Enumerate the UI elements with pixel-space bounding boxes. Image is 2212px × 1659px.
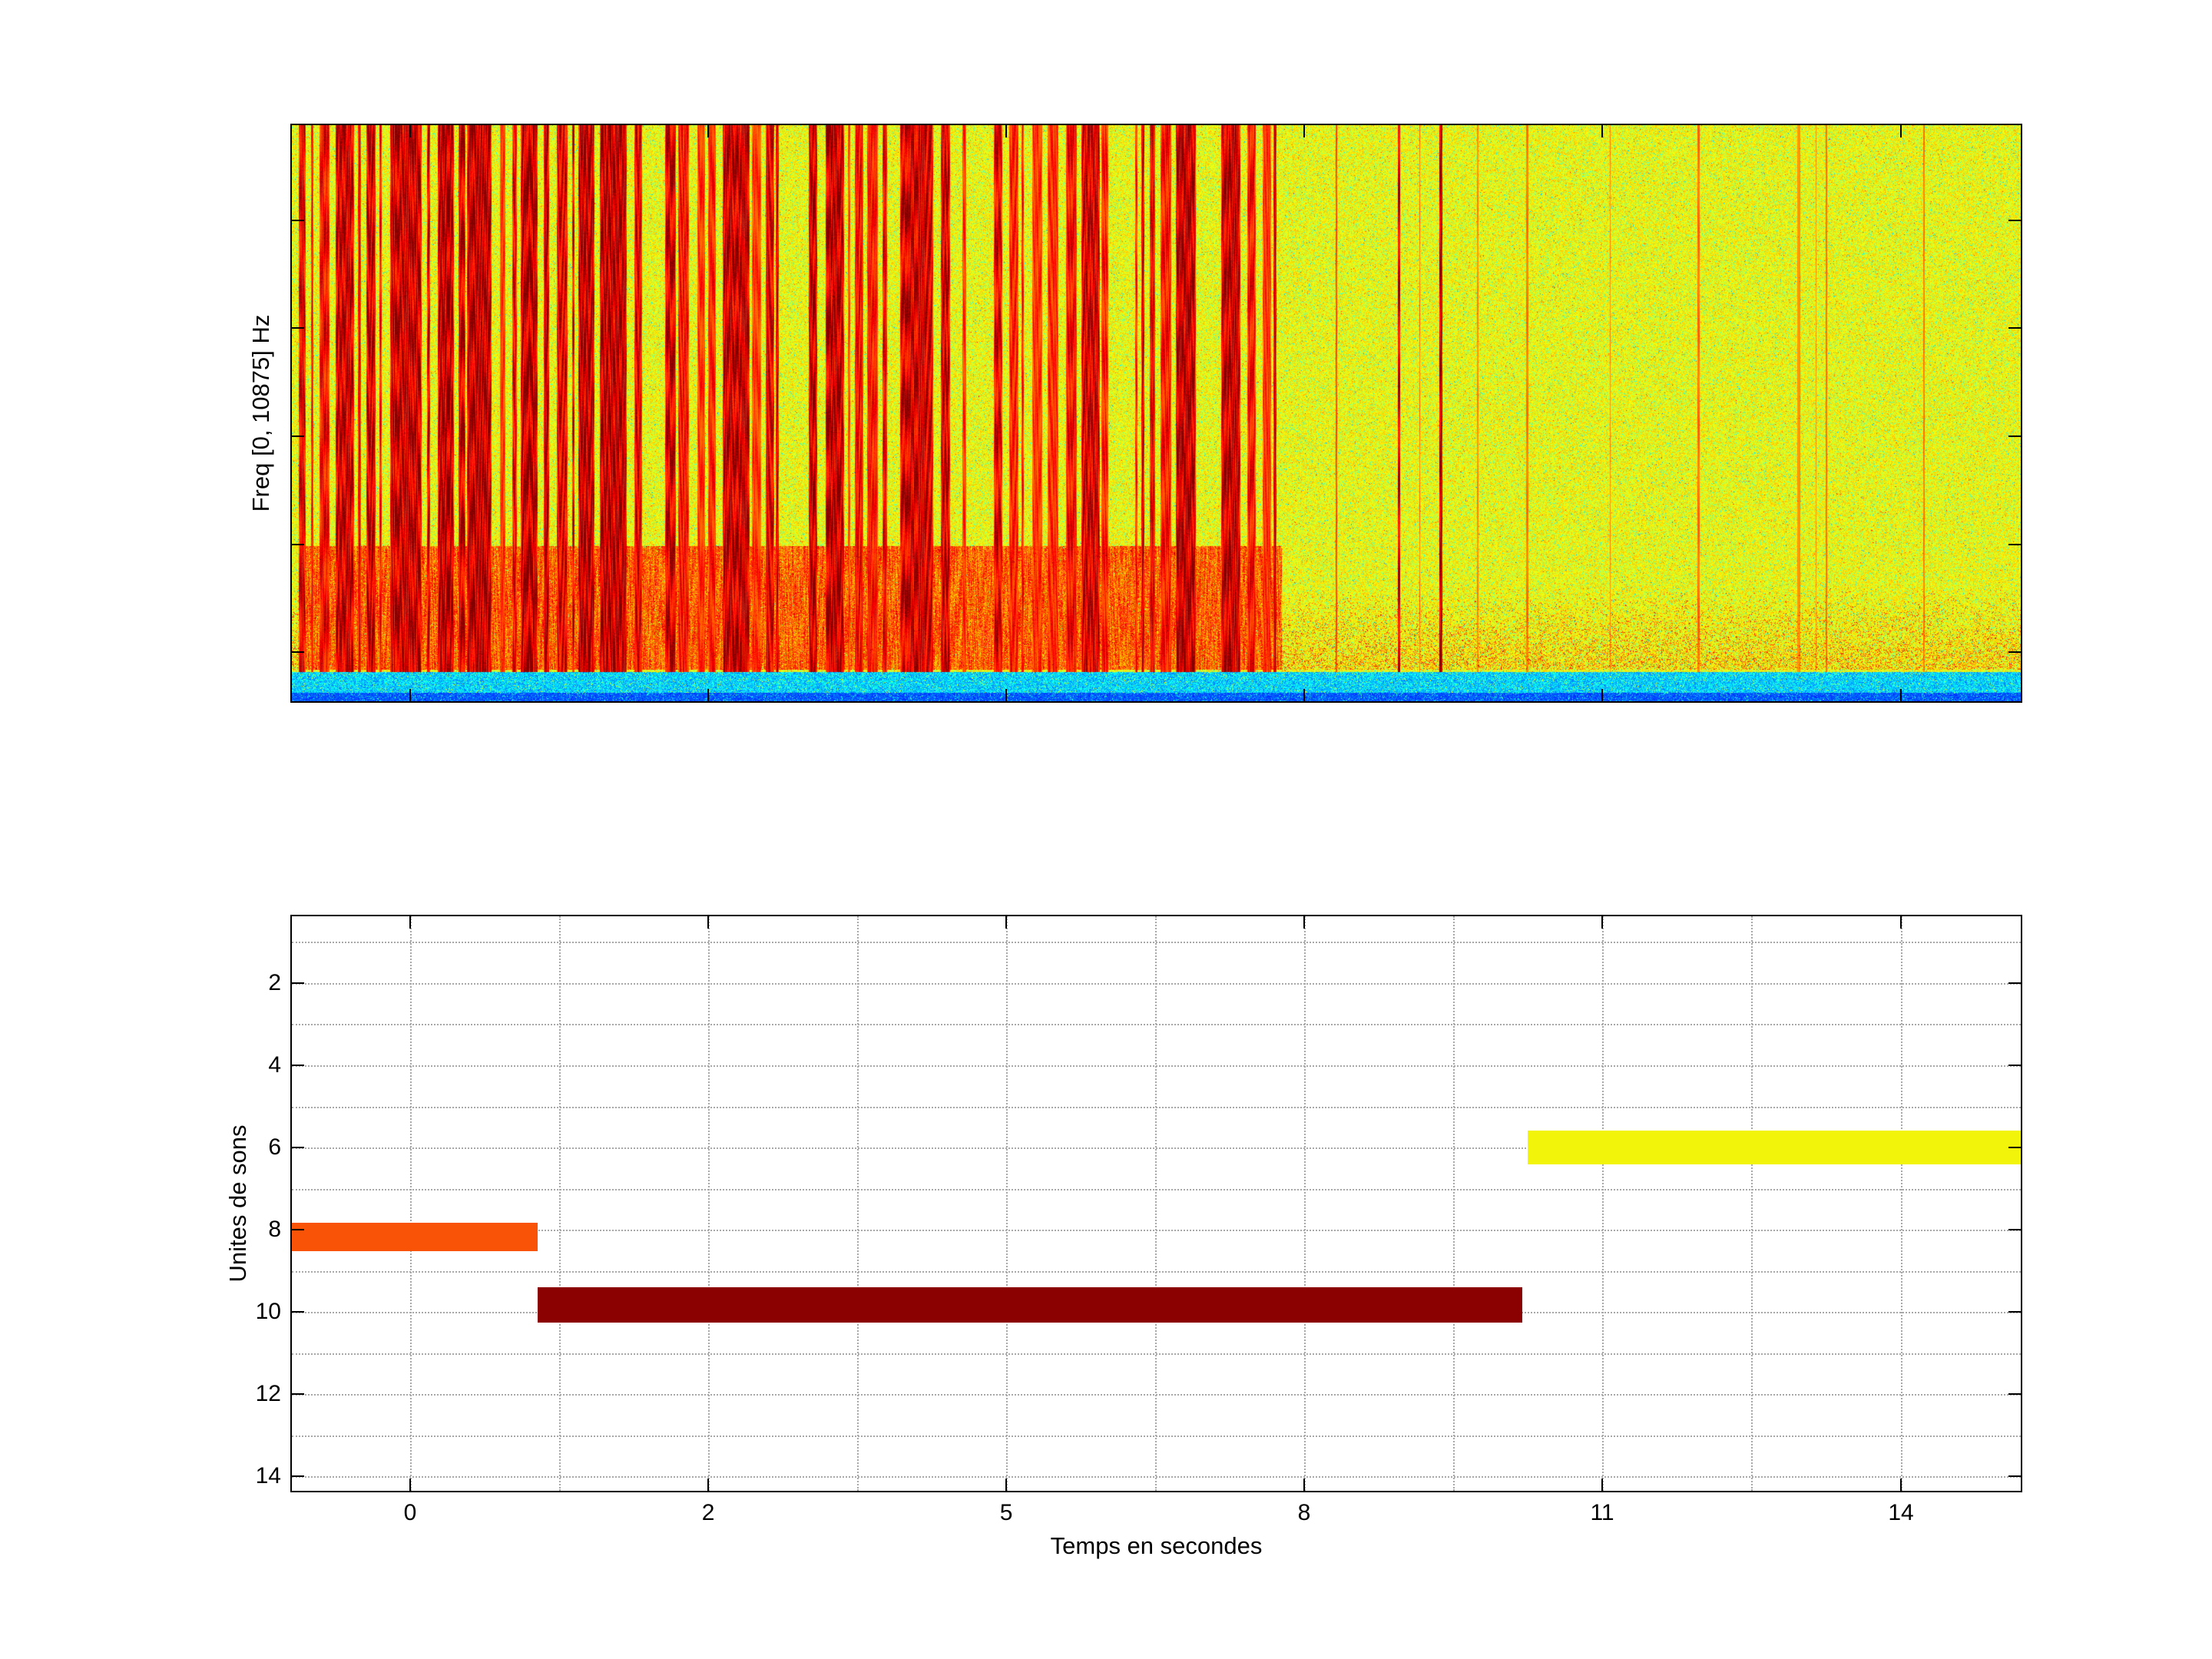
spectrogram-y-tick-mark: [2008, 219, 2021, 221]
grid-line-vertical: [559, 916, 561, 1491]
grid-line-horizontal: [292, 1188, 2021, 1190]
grid-line-horizontal: [292, 942, 2021, 944]
x-tick-label: 11: [1590, 1500, 1614, 1525]
x-tick-mark: [1303, 916, 1305, 929]
y-tick-mark: [292, 1146, 304, 1148]
grid-line-horizontal: [292, 1353, 2021, 1355]
spectrogram-y-tick-mark: [2008, 651, 2021, 654]
grid-line-vertical: [857, 916, 859, 1491]
spectrogram-x-tick-mark: [1005, 125, 1008, 137]
segment-unit-10: [538, 1286, 1523, 1323]
spectrogram-y-tick-mark: [2008, 327, 2021, 329]
x-tick-mark: [1303, 1479, 1305, 1491]
segments-plot: 0 2 5 8 11 14 2 4 6 8 10 12 14: [256, 915, 2022, 1525]
grid-line-vertical: [1303, 916, 1306, 1491]
y-tick-label: 8: [268, 1217, 281, 1243]
y-tick-label: 4: [268, 1052, 281, 1078]
y-tick-label: 10: [255, 1298, 281, 1324]
y-tick-mark: [2008, 1229, 2021, 1231]
y-tick-mark: [292, 1393, 304, 1396]
y-tick-mark: [2008, 1065, 2021, 1067]
grid-line-vertical: [1006, 916, 1008, 1491]
y-tick-label: 14: [255, 1463, 281, 1488]
spectrogram-y-tick-mark: [292, 651, 304, 654]
spectrogram-plot: [290, 124, 2022, 703]
spectrogram-canvas: [292, 125, 2021, 701]
y-tick-mark: [292, 1310, 304, 1313]
grid-line-horizontal: [292, 1106, 2021, 1108]
spectrogram-y-tick-mark: [2008, 543, 2021, 545]
spectrogram-x-tick-mark: [1303, 125, 1305, 137]
y-tick-mark: [2008, 1310, 2021, 1313]
spectrogram-x-tick-mark: [1900, 689, 1902, 701]
grid-line-horizontal: [292, 1270, 2021, 1273]
spectrogram-x-tick-mark: [707, 689, 710, 701]
x-tick-mark: [1601, 1479, 1604, 1491]
y-tick-label: 2: [268, 969, 281, 995]
grid-line-vertical: [1452, 916, 1455, 1491]
y-tick-mark: [2008, 1393, 2021, 1396]
spectrogram-x-tick-mark: [1303, 689, 1305, 701]
spectrogram-y-tick-mark: [2008, 435, 2021, 437]
spectrogram-y-axis-label: Freq [0, 10875] Hz: [247, 314, 274, 512]
x-tick-label: 8: [1297, 1500, 1311, 1525]
x-tick-mark: [707, 916, 710, 929]
y-tick-label: 12: [255, 1381, 281, 1407]
spectrogram-y-tick-mark: [292, 219, 304, 221]
y-tick-mark: [292, 982, 304, 984]
y-tick-mark: [292, 1065, 304, 1067]
x-tick-mark: [409, 1479, 411, 1491]
x-tick-mark: [1005, 1479, 1008, 1491]
grid-line-vertical: [409, 916, 412, 1491]
spectrogram-x-tick-mark: [1601, 125, 1604, 137]
segments-x-axis-label: Temps en secondes: [1050, 1532, 1263, 1559]
grid-line-vertical: [1155, 916, 1157, 1491]
segment-unit-8: [292, 1222, 538, 1251]
grid-line-horizontal: [292, 1065, 2021, 1068]
spectrogram-y-tick-mark: [292, 327, 304, 329]
x-tick-mark: [707, 1479, 710, 1491]
spectrogram-x-tick-mark: [1005, 689, 1008, 701]
spectrogram-x-tick-mark: [707, 125, 710, 137]
x-tick-label: 0: [403, 1500, 417, 1525]
grid-line-vertical: [1751, 916, 1753, 1491]
y-tick-mark: [292, 1475, 304, 1477]
y-tick-mark: [2008, 1475, 2021, 1477]
x-tick-label: 2: [701, 1500, 715, 1525]
y-tick-mark: [2008, 982, 2021, 984]
x-tick-mark: [1601, 916, 1604, 929]
grid-line-horizontal: [292, 1435, 2021, 1437]
grid-line-vertical: [708, 916, 710, 1491]
spectrogram-x-tick-mark: [1601, 689, 1604, 701]
x-tick-label: 14: [1888, 1500, 1914, 1525]
y-tick-label: 6: [268, 1134, 281, 1160]
spectrogram-x-tick-mark: [409, 125, 411, 137]
spectrogram-y-tick-mark: [292, 435, 304, 437]
grid-line-horizontal: [292, 1394, 2021, 1396]
grid-line-horizontal: [292, 1230, 2021, 1232]
y-tick-mark: [2008, 1146, 2021, 1148]
grid-line-horizontal: [292, 1476, 2021, 1478]
x-tick-mark: [1005, 916, 1008, 929]
spectrogram-y-tick-mark: [292, 543, 304, 545]
y-tick-mark: [292, 1229, 304, 1231]
grid-line-vertical: [1901, 916, 1902, 1491]
grid-line-vertical: [1602, 916, 1604, 1491]
grid-line-horizontal: [292, 1147, 2021, 1149]
x-tick-mark: [409, 916, 411, 929]
segment-unit-6: [1528, 1131, 2021, 1164]
grid-line-horizontal: [292, 982, 2021, 985]
spectrogram-x-tick-mark: [1900, 125, 1902, 137]
grid-line-horizontal: [292, 1024, 2021, 1026]
x-tick-label: 5: [999, 1500, 1013, 1525]
x-tick-mark: [1900, 916, 1902, 929]
spectrogram-x-tick-mark: [409, 689, 411, 701]
x-tick-mark: [1900, 1479, 1902, 1491]
